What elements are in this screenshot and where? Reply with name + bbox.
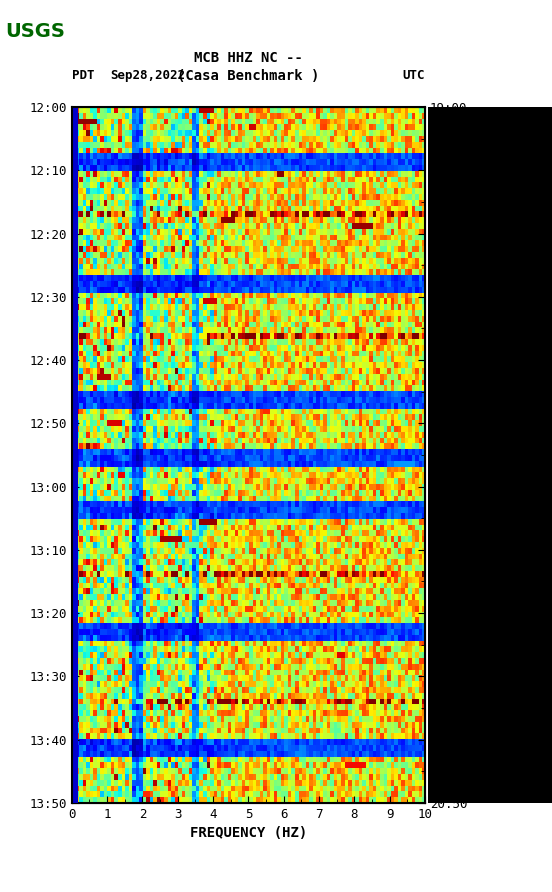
Text: PDT: PDT — [72, 70, 94, 82]
X-axis label: FREQUENCY (HZ): FREQUENCY (HZ) — [190, 826, 307, 840]
Text: USGS: USGS — [6, 22, 65, 41]
Text: Sep28,2022: Sep28,2022 — [110, 70, 185, 82]
Text: UTC: UTC — [402, 70, 425, 82]
Text: (Casa Benchmark ): (Casa Benchmark ) — [177, 69, 320, 83]
Text: MCB HHZ NC --: MCB HHZ NC -- — [194, 51, 303, 65]
